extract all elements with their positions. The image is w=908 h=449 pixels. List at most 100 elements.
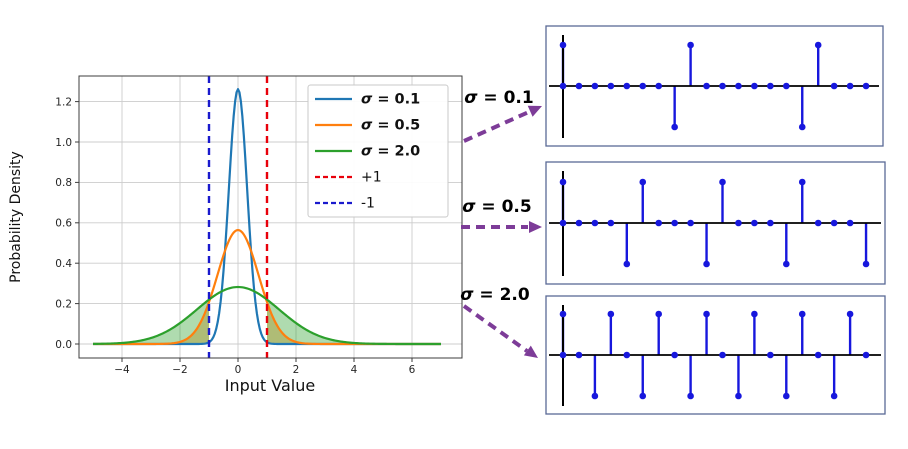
stem-marker (767, 219, 774, 227)
y-axis-label: Probability Density (8, 151, 24, 283)
sigma-annotation-2: σ = 0.5 (461, 197, 542, 233)
stem-marker (719, 178, 726, 186)
stem-marker (798, 123, 806, 131)
stem-marker (862, 82, 870, 90)
legend: σ = 0.1 σ = 0.5 σ = 2.0 +1 -1 (307, 84, 449, 218)
stem-marker (687, 219, 694, 227)
tail-fill (93, 302, 209, 344)
stem-marker (623, 260, 631, 268)
stem-marker (798, 178, 806, 186)
annotations: σ = 0.1 σ = 0.5 σ = 2.0 (460, 88, 542, 358)
stem-marker (846, 219, 854, 227)
stem-panels (545, 25, 886, 415)
stem-marker (639, 392, 647, 400)
stem-marker (846, 310, 854, 318)
stem-marker (830, 219, 838, 227)
annotation-arrow-shaft (463, 109, 532, 143)
legend-entry-label: σ = 0.5 (361, 118, 420, 134)
stem-marker (703, 82, 710, 90)
stem-marker (591, 392, 599, 400)
pdf-plot: −4 −2 0 2 4 6 0.0 0.2 0.4 0.6 0.8 1.0 1.2 Input Valu… (8, 75, 463, 395)
y-tick-label: 0.6 (55, 218, 72, 230)
stem-marker (671, 123, 678, 131)
stem-panel (545, 295, 886, 415)
stem-marker (751, 82, 758, 90)
stem-marker (798, 310, 806, 318)
stem-marker (591, 82, 599, 90)
stem-panel (545, 25, 884, 147)
stem-marker (719, 351, 726, 359)
stem-marker (814, 41, 822, 49)
stem-marker (655, 310, 662, 318)
stem-marker (639, 82, 647, 90)
stem-marker (735, 219, 742, 227)
stem-marker (607, 219, 615, 227)
sigma-annotation-1: σ = 0.1 (463, 88, 542, 143)
x-tick-label: 2 (293, 364, 300, 376)
stem-markers (559, 41, 870, 131)
stem-marker (846, 82, 854, 90)
sigma-label: σ = 0.5 (462, 197, 531, 217)
stem-panel (545, 161, 886, 285)
stem-marker (559, 351, 567, 359)
y-tick-label: 0.2 (55, 298, 72, 310)
stem-marker (767, 82, 774, 90)
stem-marker (830, 82, 838, 90)
sigma-annotation-3: σ = 2.0 (460, 285, 538, 358)
sigma-label: σ = 2.0 (460, 285, 530, 305)
stem-markers (559, 178, 870, 268)
stem-marker (671, 219, 678, 227)
legend-entry-label: -1 (361, 196, 375, 212)
sigma-label: σ = 0.1 (464, 88, 533, 108)
stem-marker (607, 82, 615, 90)
tail-fill (93, 299, 209, 344)
stem-marker (687, 392, 694, 400)
y-tick-label: 0.4 (55, 258, 72, 270)
stem-marker (783, 260, 790, 268)
legend-entry-label: +1 (361, 170, 382, 186)
stem-marker (671, 351, 678, 359)
arrow-head-icon (529, 221, 542, 233)
stem-lines (561, 314, 852, 396)
stem-markers (559, 310, 870, 400)
stem-marker (575, 219, 583, 227)
stem-marker (559, 41, 567, 49)
stem-marker (655, 219, 662, 227)
x-tick-label: 6 (409, 364, 416, 376)
stem-marker (655, 82, 662, 90)
stem-marker (559, 82, 567, 90)
stem-marker (751, 219, 758, 227)
stem-marker (783, 82, 790, 90)
x-tick-label: 0 (235, 364, 242, 376)
stem-marker (575, 82, 583, 90)
stem-marker (862, 351, 870, 359)
x-tick-label: −4 (114, 364, 130, 376)
plot-area-border (78, 75, 463, 359)
x-axis-label: Input Value (225, 376, 315, 395)
stem-marker (814, 351, 822, 359)
stem-marker (575, 351, 583, 359)
stem-marker (559, 310, 567, 318)
stem-marker (591, 219, 599, 227)
y-tick-label: 0.0 (55, 339, 72, 351)
reference-line-layer (207, 76, 269, 358)
stem-marker (767, 351, 774, 359)
arrow-head-icon (523, 345, 538, 358)
stem-marker (687, 41, 694, 49)
stem-marker (830, 392, 838, 400)
stem-lines (561, 182, 868, 264)
stem-marker (719, 82, 726, 90)
legend-box (307, 84, 449, 218)
tail-fill (267, 302, 441, 344)
legend-entry-label: σ = 2.0 (361, 144, 420, 160)
stem-marker (735, 82, 742, 90)
stem-marker (623, 82, 631, 90)
stem-marker (703, 310, 710, 318)
stem-marker (623, 351, 631, 359)
stem-marker (783, 392, 790, 400)
arrow-head-icon (527, 105, 542, 117)
stem-marker (559, 178, 567, 186)
stem-marker (703, 260, 710, 268)
